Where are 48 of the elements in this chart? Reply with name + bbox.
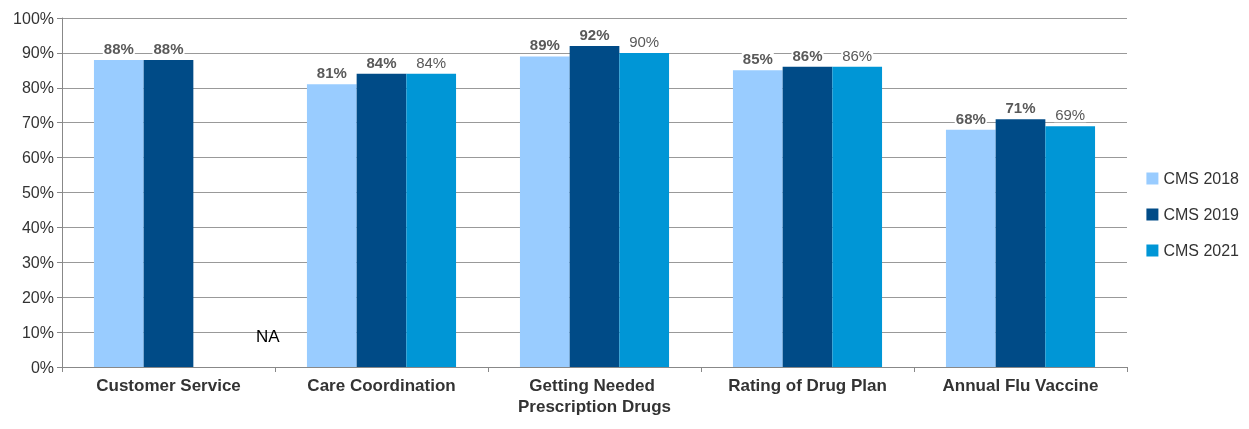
bar xyxy=(569,45,620,367)
bar xyxy=(619,52,670,367)
data-label: 81% xyxy=(316,64,347,82)
data-label: 90% xyxy=(629,32,660,50)
bar xyxy=(1045,126,1096,367)
y-tick-label: 80% xyxy=(21,79,54,97)
bar xyxy=(832,66,883,367)
x-tick-label: Customer Service xyxy=(96,376,241,395)
data-label: 71% xyxy=(1005,99,1036,117)
legend-label: CMS 2019 xyxy=(1163,206,1240,223)
bar xyxy=(782,66,833,367)
y-tick-label: 10% xyxy=(21,323,54,341)
bar xyxy=(406,73,457,367)
legend-label: CMS 2018 xyxy=(1163,170,1240,187)
x-tick-label: Getting Needed Prescription Drugs xyxy=(517,376,672,416)
bar xyxy=(143,59,194,367)
data-label: 84% xyxy=(366,53,397,71)
bar xyxy=(93,59,144,367)
y-tick-label: 70% xyxy=(21,114,54,132)
bar xyxy=(945,129,996,367)
y-tick-label: 90% xyxy=(21,44,54,62)
x-tick-label: Annual Flu Vaccine xyxy=(942,376,1099,395)
data-label: 89% xyxy=(529,36,560,54)
x-tick-label: Rating of Drug Plan xyxy=(728,376,887,395)
data-label: 85% xyxy=(742,50,773,68)
y-tick-label: 30% xyxy=(21,253,54,271)
y-tick-label: 100% xyxy=(13,9,54,27)
data-label: 69% xyxy=(1055,106,1086,124)
y-tick-label: 20% xyxy=(21,288,54,306)
text: NA xyxy=(256,327,280,346)
bar xyxy=(519,56,570,367)
x-tick-label: Care Coordination xyxy=(307,376,456,395)
data-label: 68% xyxy=(955,109,986,127)
bar xyxy=(356,73,407,367)
y-tick-label: 40% xyxy=(21,218,54,236)
bar xyxy=(732,70,783,367)
bar xyxy=(306,84,357,367)
data-label: 84% xyxy=(416,53,447,71)
data-label: 88% xyxy=(153,39,184,57)
data-label: 86% xyxy=(792,46,823,64)
y-tick-label: 50% xyxy=(21,184,54,201)
bar xyxy=(995,119,1046,367)
data-label: 88% xyxy=(103,39,134,57)
data-label: 86% xyxy=(842,46,873,64)
y-tick-label: 0% xyxy=(30,358,54,376)
legend-label: CMS 2021 xyxy=(1163,242,1240,259)
y-tick-label: 60% xyxy=(21,149,54,167)
data-label: 92% xyxy=(579,25,610,43)
